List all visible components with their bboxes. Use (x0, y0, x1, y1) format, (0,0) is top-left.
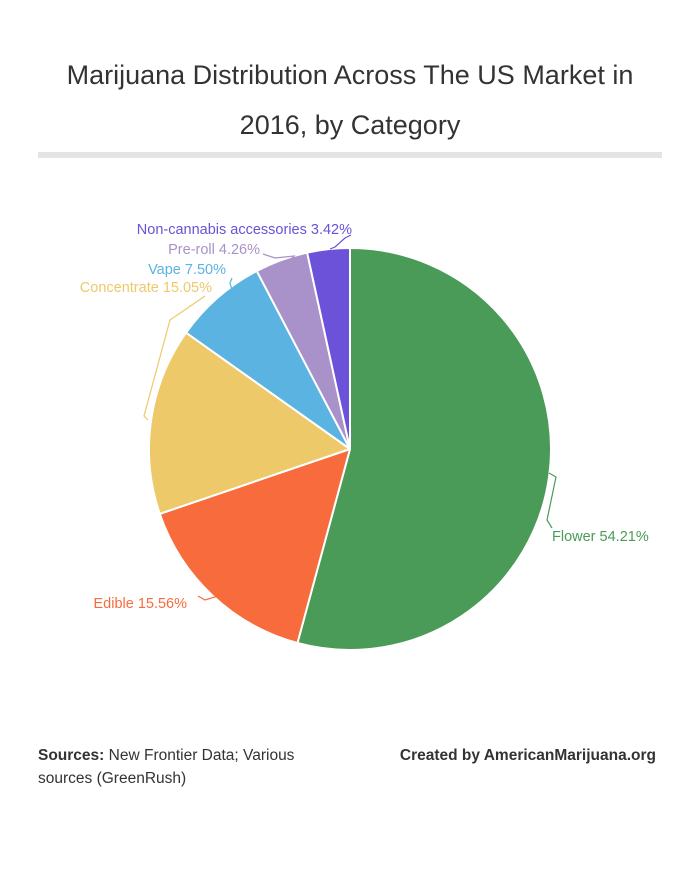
leader-line-pre-roll (262, 253, 296, 261)
leader-line-flower (546, 472, 557, 529)
slice-label-edible: Edible 15.56% (93, 596, 187, 612)
chart-title-line1: Marijuana Distribution Across The US Mar… (66, 60, 634, 90)
leader-line-concentrate (143, 295, 206, 421)
leader-line-edible (197, 589, 247, 601)
chart-title-line2: 2016, by Category (239, 110, 461, 140)
sources-text: New Frontier Data; Various sources (Gree… (38, 747, 295, 787)
pie-slice-non-cannabis-accessories (306, 247, 351, 450)
pie-slice-flower (296, 247, 552, 651)
sources-label: Sources: (38, 747, 105, 764)
title-divider (38, 152, 662, 158)
chart-title: Marijuana Distribution Across The US Mar… (30, 50, 670, 150)
leader-line-non-cannabis-accessories (329, 234, 352, 250)
slice-label-flower: Flower 54.21% (552, 529, 649, 545)
pie-slice-edible (158, 448, 351, 645)
slice-label-non-cannabis-accessories: Non-cannabis accessories 3.42% (137, 222, 352, 238)
slice-label-concentrate: Concentrate 15.05% (80, 280, 212, 296)
pie-slice-concentrate (148, 331, 351, 515)
credit-note: Created by AmericanMarijuana.org (399, 747, 656, 764)
slice-label-vape: Vape 7.50% (148, 262, 226, 278)
sources-note: Sources: New Frontier Data; Various sour… (38, 744, 338, 790)
slice-label-pre-roll: Pre-roll 4.26% (168, 242, 260, 258)
leader-line-vape (229, 277, 236, 306)
pie-slice-vape (185, 269, 351, 450)
